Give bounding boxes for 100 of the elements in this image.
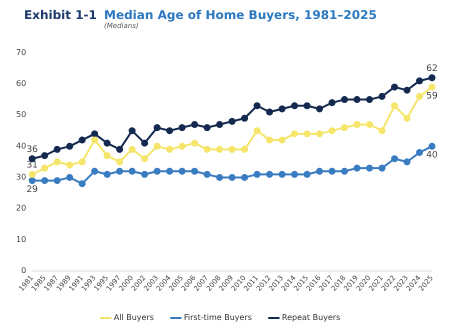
point	[328, 127, 336, 134]
point	[66, 174, 74, 181]
point	[191, 168, 198, 175]
point	[328, 99, 336, 106]
chart-title: Median Age of Home Buyers, 1981–2025	[104, 8, 377, 22]
data-label: 59	[426, 91, 438, 102]
point	[116, 158, 124, 166]
point	[166, 127, 174, 134]
point	[228, 146, 236, 153]
point	[28, 170, 36, 178]
point	[241, 146, 248, 153]
point	[78, 136, 86, 144]
point	[391, 84, 398, 91]
point	[378, 164, 386, 172]
point	[116, 146, 124, 153]
point	[66, 161, 74, 168]
point	[91, 136, 98, 144]
point	[178, 168, 186, 175]
point	[104, 140, 111, 147]
legend-label: First-time Buyers	[184, 313, 252, 322]
point	[154, 168, 161, 175]
point	[404, 86, 411, 94]
y-tick-label: 10	[16, 234, 26, 244]
point	[266, 136, 274, 144]
point	[328, 168, 336, 175]
point	[41, 177, 48, 184]
point	[91, 130, 98, 138]
point	[141, 140, 148, 147]
point	[254, 102, 261, 110]
legend-label: Repeat Buyers	[282, 313, 340, 322]
point	[354, 120, 361, 128]
point	[391, 155, 398, 162]
point	[341, 168, 348, 175]
point	[204, 146, 211, 153]
point	[116, 168, 124, 175]
point	[178, 124, 186, 132]
point	[241, 114, 248, 122]
point	[78, 180, 86, 188]
point	[291, 130, 298, 138]
point	[154, 124, 161, 132]
point	[166, 146, 174, 153]
point	[428, 142, 436, 150]
point	[304, 170, 311, 178]
point	[28, 177, 36, 184]
point	[241, 174, 248, 181]
y-tick-label: 20	[16, 204, 26, 213]
point	[54, 146, 61, 153]
point	[128, 127, 136, 134]
point	[66, 142, 74, 150]
point	[78, 158, 86, 166]
point	[354, 164, 361, 172]
point	[204, 170, 211, 178]
point	[128, 146, 136, 153]
y-tick-label: 60	[16, 79, 26, 88]
y-tick-label: 50	[16, 110, 26, 120]
point	[128, 168, 136, 175]
point	[154, 142, 161, 150]
point	[366, 164, 374, 172]
point	[228, 174, 236, 181]
point	[378, 92, 386, 100]
point	[216, 146, 224, 153]
point	[278, 105, 286, 112]
point	[266, 170, 274, 178]
point	[216, 174, 224, 181]
point	[216, 120, 224, 128]
point	[254, 170, 261, 178]
point	[316, 130, 324, 138]
point	[166, 168, 174, 175]
point	[54, 158, 61, 166]
y-tick-label: 70	[16, 48, 26, 57]
point	[54, 177, 61, 184]
point	[416, 149, 424, 156]
point	[91, 168, 98, 175]
y-tick-label: 40	[16, 141, 26, 150]
legend-label: All Buyers	[114, 313, 154, 322]
text: Exhibit 1-1	[24, 8, 97, 22]
point	[404, 114, 411, 122]
point	[304, 130, 311, 138]
point	[104, 152, 111, 160]
point	[291, 170, 298, 178]
data-label: 40	[426, 150, 438, 161]
point	[191, 120, 198, 128]
point	[41, 152, 48, 160]
point	[416, 77, 424, 84]
point	[41, 164, 48, 172]
point	[141, 170, 148, 178]
point	[391, 102, 398, 110]
point	[316, 168, 324, 175]
point	[304, 102, 311, 110]
point	[178, 142, 186, 150]
point	[366, 96, 374, 104]
point	[278, 170, 286, 178]
point	[354, 96, 361, 104]
point	[428, 84, 436, 91]
point	[278, 136, 286, 144]
data-label: 36	[26, 145, 38, 156]
point	[291, 102, 298, 110]
point	[266, 108, 274, 116]
y-tick-label: 30	[16, 172, 26, 182]
point	[428, 74, 436, 82]
